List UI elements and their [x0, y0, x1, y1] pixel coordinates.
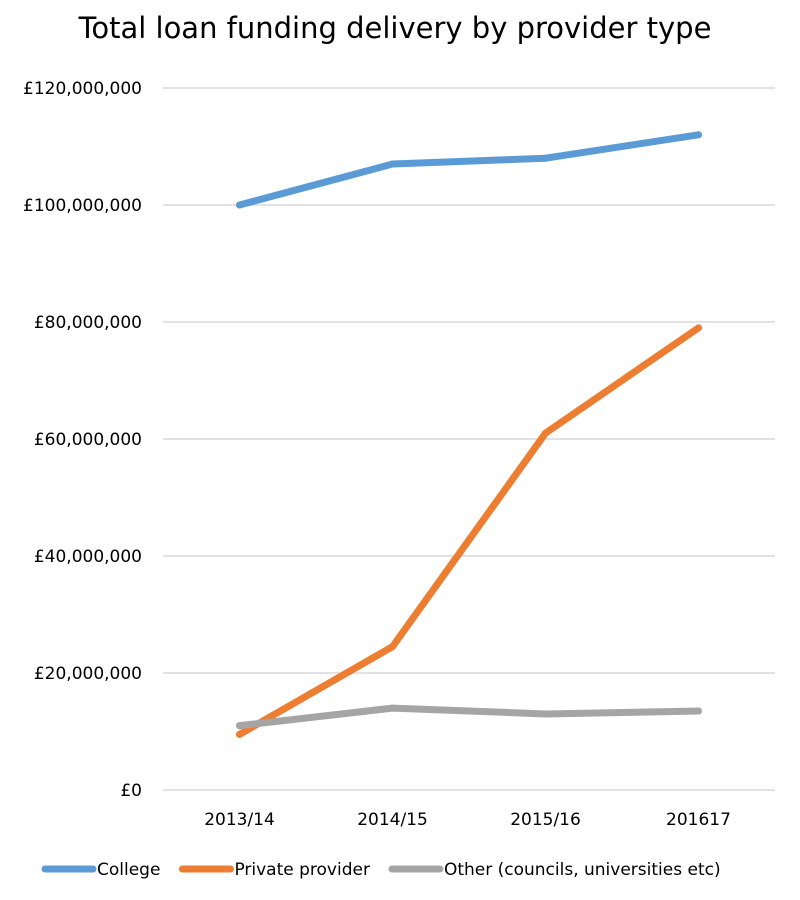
legend-item: Other (councils, universities etc): [388, 860, 721, 880]
data-point: [389, 160, 396, 168]
data-point: [389, 643, 396, 651]
legend-label: College: [97, 860, 160, 880]
y-tick-label: £60,000,000: [34, 430, 142, 450]
data-point: [236, 722, 243, 730]
data-point: [542, 154, 549, 162]
data-point: [695, 324, 702, 332]
series-line-college: [236, 131, 702, 209]
y-tick-label: £100,000,000: [23, 196, 142, 216]
x-tick-label: 2014/15: [357, 810, 428, 830]
y-tick-label: £40,000,000: [34, 547, 142, 567]
data-point: [389, 704, 396, 712]
x-tick-label: 2015/16: [510, 810, 581, 830]
series-line-other-councils-universities-etc: [236, 704, 702, 730]
data-point: [542, 710, 549, 718]
series-lines: [236, 131, 702, 738]
legend-label: Private provider: [234, 860, 370, 880]
x-axis-tick-labels: 2013/14 2014/15 2015/16 201617: [204, 810, 731, 830]
legend-item: Private provider: [178, 860, 370, 880]
legend: College Private provider Other (councils, …: [41, 860, 721, 880]
chart-title: Total loan funding delivery by provider …: [78, 11, 712, 45]
data-point: [695, 707, 702, 715]
data-point: [236, 201, 243, 209]
y-tick-label: £80,000,000: [34, 313, 142, 333]
data-point: [236, 730, 243, 738]
y-tick-label: £20,000,000: [34, 664, 142, 684]
legend-item: College: [41, 860, 160, 880]
y-axis-tick-labels: £0 £20,000,000 £40,000,000 £60,000,000 £80,0…: [23, 79, 142, 801]
x-tick-label: 201617: [666, 810, 731, 830]
x-tick-label: 2013/14: [204, 810, 275, 830]
series-line-private-provider: [236, 324, 702, 738]
gridlines: [163, 87, 775, 791]
y-tick-label: £120,000,000: [23, 79, 142, 99]
data-point: [695, 131, 702, 139]
data-point: [542, 429, 549, 437]
y-tick-label: £0: [120, 781, 142, 801]
legend-label: Other (councils, universities etc): [444, 860, 721, 880]
